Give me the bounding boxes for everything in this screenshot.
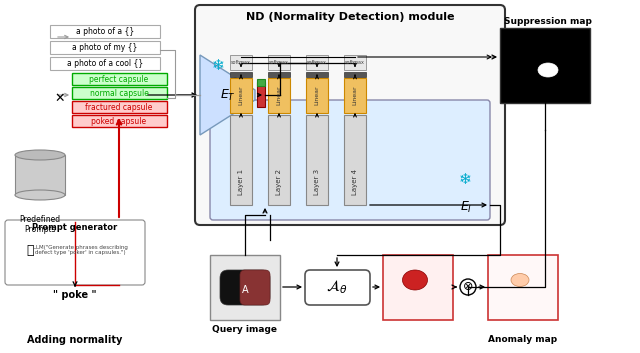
Bar [268, 72, 290, 77]
FancyBboxPatch shape [240, 270, 270, 305]
Text: perfect capsule: perfect capsule [90, 74, 148, 84]
Text: a photo of a cool {}: a photo of a cool {} [67, 59, 143, 68]
Bar [50, 41, 160, 54]
Bar [72, 115, 167, 127]
Bar [268, 115, 290, 205]
Ellipse shape [15, 150, 65, 160]
Text: ⊗: ⊗ [463, 281, 473, 293]
Bar [306, 72, 328, 77]
Text: a photo of a {}: a photo of a {} [76, 27, 134, 36]
Bar [500, 28, 590, 103]
Bar [72, 87, 167, 99]
FancyBboxPatch shape [5, 220, 145, 285]
Bar [257, 82, 265, 107]
FancyBboxPatch shape [305, 270, 370, 305]
Text: softmax: softmax [231, 60, 251, 66]
Text: Linear: Linear [353, 85, 358, 105]
FancyBboxPatch shape [195, 5, 505, 225]
Ellipse shape [15, 190, 65, 200]
Text: Anomaly map: Anomaly map [488, 335, 557, 345]
Text: Linear: Linear [239, 85, 243, 105]
Text: Prompt generator: Prompt generator [33, 223, 118, 233]
Text: Suppression map: Suppression map [504, 18, 592, 26]
Circle shape [460, 279, 476, 295]
Text: poked capsule: poked capsule [92, 116, 147, 126]
Text: Query image: Query image [212, 325, 278, 335]
Bar [268, 55, 290, 70]
Bar [15, 155, 65, 195]
Bar [488, 255, 558, 320]
Text: a photo of my {}: a photo of my {} [72, 43, 138, 52]
Bar [230, 115, 252, 205]
Bar [344, 72, 366, 77]
Text: Layer 2: Layer 2 [276, 169, 282, 195]
Bar [230, 78, 252, 113]
Ellipse shape [511, 274, 529, 287]
Text: Predefined
Prompts: Predefined Prompts [19, 215, 61, 234]
Text: " poke ": " poke " [53, 290, 97, 300]
Bar [306, 115, 328, 205]
Text: $E_T$: $E_T$ [220, 88, 236, 103]
Text: LLM("Generate phrases describing
defect type 'poker' in capsules."): LLM("Generate phrases describing defect … [33, 245, 127, 256]
Bar [383, 255, 453, 320]
Text: softmax: softmax [307, 60, 327, 66]
Text: ND (Normality Detection) module: ND (Normality Detection) module [246, 12, 454, 22]
Text: Linear: Linear [276, 85, 282, 105]
Ellipse shape [403, 270, 428, 290]
Text: ✕: ✕ [55, 91, 65, 104]
Text: Adding normality: Adding normality [28, 335, 123, 345]
Text: 🤖: 🤖 [26, 244, 34, 257]
Bar [230, 55, 252, 70]
Ellipse shape [538, 63, 558, 77]
Bar [344, 55, 366, 70]
Text: ❄: ❄ [459, 173, 472, 187]
Bar [344, 115, 366, 205]
Bar [257, 79, 265, 86]
Bar [306, 55, 328, 70]
Bar [268, 78, 290, 113]
FancyBboxPatch shape [220, 270, 270, 305]
Bar [72, 73, 167, 85]
Bar [306, 78, 328, 113]
Polygon shape [200, 55, 255, 135]
Text: Linear: Linear [314, 85, 319, 105]
Text: softmax: softmax [345, 60, 365, 66]
Text: A: A [242, 285, 248, 295]
FancyBboxPatch shape [210, 100, 490, 220]
Bar [50, 25, 160, 38]
Text: $E_I$: $E_I$ [460, 199, 472, 215]
Bar [50, 57, 160, 70]
Text: normal capsule: normal capsule [90, 89, 148, 97]
Text: Layer 1: Layer 1 [238, 169, 244, 195]
Bar [210, 255, 280, 320]
Text: Layer 4: Layer 4 [352, 169, 358, 195]
Text: $\mathcal{A}_{\theta}$: $\mathcal{A}_{\theta}$ [326, 278, 348, 296]
Bar [230, 72, 252, 77]
Bar [72, 101, 167, 113]
Text: fractured capsule: fractured capsule [85, 102, 153, 112]
Text: Layer 3: Layer 3 [314, 169, 320, 195]
Text: ❄: ❄ [212, 58, 225, 72]
Bar [344, 78, 366, 113]
Text: softmax: softmax [269, 60, 289, 66]
